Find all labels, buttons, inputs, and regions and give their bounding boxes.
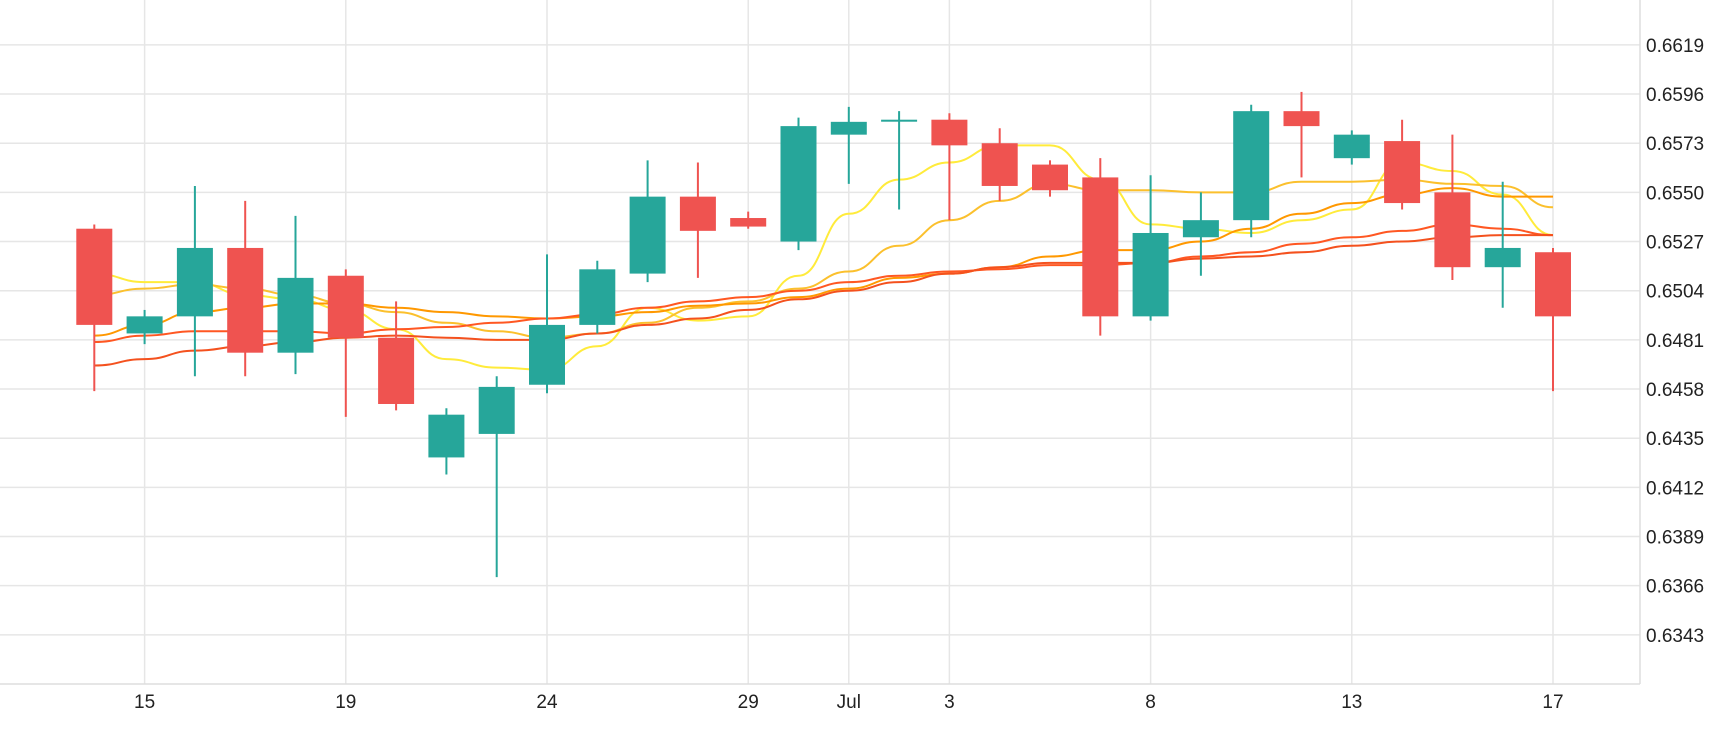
x-tick-label: 8	[1145, 692, 1156, 713]
y-tick-label: 0.6389	[1646, 528, 1704, 549]
candle-body	[579, 269, 616, 325]
candle-down	[679, 162, 716, 278]
y-tick-label: 0.6366	[1646, 577, 1704, 598]
x-tick-label: 24	[536, 692, 558, 713]
candle-body	[931, 119, 968, 146]
candle-down	[981, 128, 1018, 201]
candle-up	[277, 215, 314, 375]
y-tick-label: 0.6550	[1646, 183, 1704, 204]
x-tick-label: 15	[134, 692, 155, 713]
candle-down	[730, 211, 767, 229]
candle-body	[780, 126, 817, 242]
x-tick-label: 3	[944, 692, 955, 713]
y-tick-label: 0.6504	[1646, 282, 1705, 303]
candle-body	[227, 247, 264, 353]
candle-body	[679, 196, 716, 231]
candle-down	[76, 224, 113, 392]
candle-body	[76, 228, 113, 325]
candle-body	[1484, 247, 1521, 268]
candle-up	[830, 106, 867, 184]
series-line-5	[94, 234, 1553, 367]
candle-body	[1434, 192, 1471, 268]
candle-down	[1535, 247, 1571, 392]
candle-body	[478, 386, 515, 434]
x-axis-labels: 15 19 24 29 Jul 3 8 13 17	[134, 692, 1564, 713]
y-tick-label: 0.6596	[1646, 85, 1704, 106]
x-tick-label: Jul	[837, 692, 861, 713]
candle-body	[730, 218, 767, 227]
candle-body	[529, 324, 565, 385]
candle-down	[1032, 160, 1068, 197]
candle-down	[1434, 134, 1471, 281]
axes	[0, 0, 1641, 685]
candle-body	[1535, 252, 1571, 317]
candle-down	[1082, 158, 1119, 336]
x-tick-label: 13	[1341, 692, 1362, 713]
candle-up	[780, 117, 817, 251]
y-axis-labels: 0.6343 0.6366 0.6389 0.6412 0.6435 0.6458 0.64…	[1646, 36, 1705, 647]
candle-body	[1182, 220, 1219, 238]
candle-body	[830, 121, 867, 135]
candle-up	[881, 111, 918, 210]
candle-up	[428, 408, 465, 475]
candle-body	[1283, 111, 1320, 127]
y-tick-label: 0.6527	[1646, 233, 1704, 254]
candle-down	[327, 269, 364, 417]
candle-down	[1384, 119, 1421, 210]
x-tick-label: 17	[1542, 692, 1563, 713]
candle-up	[579, 260, 616, 334]
candle-up	[126, 309, 163, 345]
candle-body	[176, 247, 213, 317]
candle-up	[1132, 175, 1169, 321]
x-tick-label: 29	[738, 692, 759, 713]
candle-body	[1384, 141, 1421, 204]
y-tick-label: 0.6458	[1646, 380, 1704, 401]
candle-down	[1283, 91, 1320, 178]
candle-down	[931, 113, 968, 221]
candle-body	[126, 316, 163, 334]
y-tick-label: 0.6435	[1646, 429, 1704, 450]
candle-down	[227, 200, 264, 377]
candle-up	[1233, 104, 1270, 238]
candle-body	[378, 337, 415, 404]
candle-up	[529, 254, 565, 394]
candle-body	[277, 277, 314, 353]
candle-body	[629, 196, 666, 274]
candle-body	[1082, 177, 1119, 317]
candle-body	[1132, 232, 1169, 317]
y-tick-label: 0.6573	[1646, 134, 1704, 155]
candle-up	[1182, 192, 1219, 276]
candle-body	[327, 275, 364, 338]
candle-body	[1333, 134, 1370, 159]
y-tick-label: 0.6343	[1646, 626, 1704, 647]
candle-body	[1233, 111, 1270, 221]
candle-down	[378, 301, 415, 411]
candles	[76, 91, 1571, 578]
candle-body	[881, 119, 918, 122]
candle-body	[981, 143, 1018, 186]
candle-up	[629, 160, 666, 283]
candle-body	[428, 414, 465, 458]
candle-body	[1032, 164, 1068, 191]
x-tick-label: 19	[335, 692, 356, 713]
candle-up	[478, 376, 515, 578]
candle-up	[176, 185, 213, 377]
y-tick-label: 0.6619	[1646, 36, 1704, 57]
candle-up	[1333, 130, 1370, 165]
y-tick-label: 0.6481	[1646, 331, 1704, 352]
candle-up	[1484, 181, 1521, 308]
y-tick-label: 0.6412	[1646, 478, 1704, 499]
